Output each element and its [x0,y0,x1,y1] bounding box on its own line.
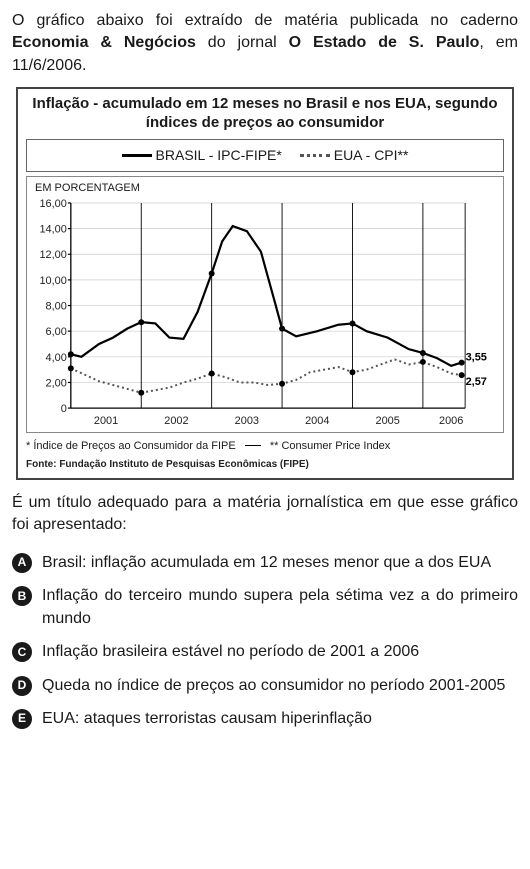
plot-frame: EM PORCENTAGEM 16,00 14,00 12,00 10,00 8,00 6… [26,176,504,432]
question-stem: É um título adequado para a matéria jorn… [12,492,518,537]
option-marker: A [12,553,32,573]
footnote-1: * Índice de Preços ao Consumidor da FIPE [26,440,236,452]
option-text: Inflação brasileira estável no período d… [42,640,518,663]
option-e[interactable]: E EUA: ataques terroristas causam hiperi… [12,707,518,730]
option-b[interactable]: B Inflação do terceiro mundo supera pela… [12,584,518,630]
intro-paragraph: O gráfico abaixo foi extraído de matéria… [12,10,518,77]
option-marker: D [12,676,32,696]
options-list: A Brasil: inflação acumulada em 12 meses… [12,551,518,730]
svg-text:3,55: 3,55 [466,351,487,363]
chart-title: Inflação - acumulado em 12 meses no Bras… [26,95,504,133]
svg-text:2002: 2002 [164,415,188,427]
svg-text:2001: 2001 [94,415,118,427]
svg-text:2005: 2005 [376,415,400,427]
intro-bold1: Economia & Negócios [12,34,196,51]
option-text: EUA: ataques terroristas causam hiperinf… [42,707,518,730]
svg-text:0: 0 [61,403,67,415]
footnote-2: ** Consumer Price Index [270,440,390,452]
option-marker: B [12,586,32,606]
chart-footnotes: * Índice de Preços ao Consumidor da FIPE… [26,439,504,454]
legend-brasil-label: BRASIL - IPC-FIPE* [156,147,282,163]
intro-pre: O gráfico abaixo foi extraído de matéria… [12,12,518,29]
chart-container: Inflação - acumulado em 12 meses no Bras… [16,87,514,480]
legend-eua-label: EUA - CPI** [334,147,409,163]
svg-text:4,00: 4,00 [46,351,67,363]
svg-text:12,00: 12,00 [39,249,66,261]
option-text: Queda no índice de preços ao consumidor … [42,674,518,697]
option-text: Inflação do terceiro mundo supera pela s… [42,584,518,630]
svg-text:2003: 2003 [235,415,259,427]
chart-legend: BRASIL - IPC-FIPE* EUA - CPI** [26,139,504,173]
option-a[interactable]: A Brasil: inflação acumulada em 12 meses… [12,551,518,574]
option-marker: E [12,709,32,729]
svg-text:6,00: 6,00 [46,326,67,338]
legend-swatch-solid [122,154,152,157]
svg-text:2,00: 2,00 [46,377,67,389]
intro-mid: do jornal [196,34,289,51]
svg-text:8,00: 8,00 [46,300,67,312]
legend-swatch-dotted [300,154,330,157]
svg-text:14,00: 14,00 [39,223,66,235]
chart-svg: 16,00 14,00 12,00 10,00 8,00 6,00 4,00 2,00 0 200… [31,199,499,428]
option-c[interactable]: C Inflação brasileira estável no período… [12,640,518,663]
intro-bold2: O Estado de S. Paulo [289,34,480,51]
svg-text:2006: 2006 [439,415,463,427]
option-marker: C [12,642,32,662]
svg-text:2004: 2004 [305,415,329,427]
svg-text:16,00: 16,00 [39,199,66,210]
option-text: Brasil: inflação acumulada em 12 meses m… [42,551,518,574]
y-axis-label: EM PORCENTAGEM [31,181,499,198]
footnote-sep-icon [245,445,261,446]
option-d[interactable]: D Queda no índice de preços ao consumido… [12,674,518,697]
chart-source: Fonte: Fundação Instituto de Pesquisas E… [26,458,504,472]
svg-text:10,00: 10,00 [39,275,66,287]
svg-text:2,57: 2,57 [466,376,487,388]
